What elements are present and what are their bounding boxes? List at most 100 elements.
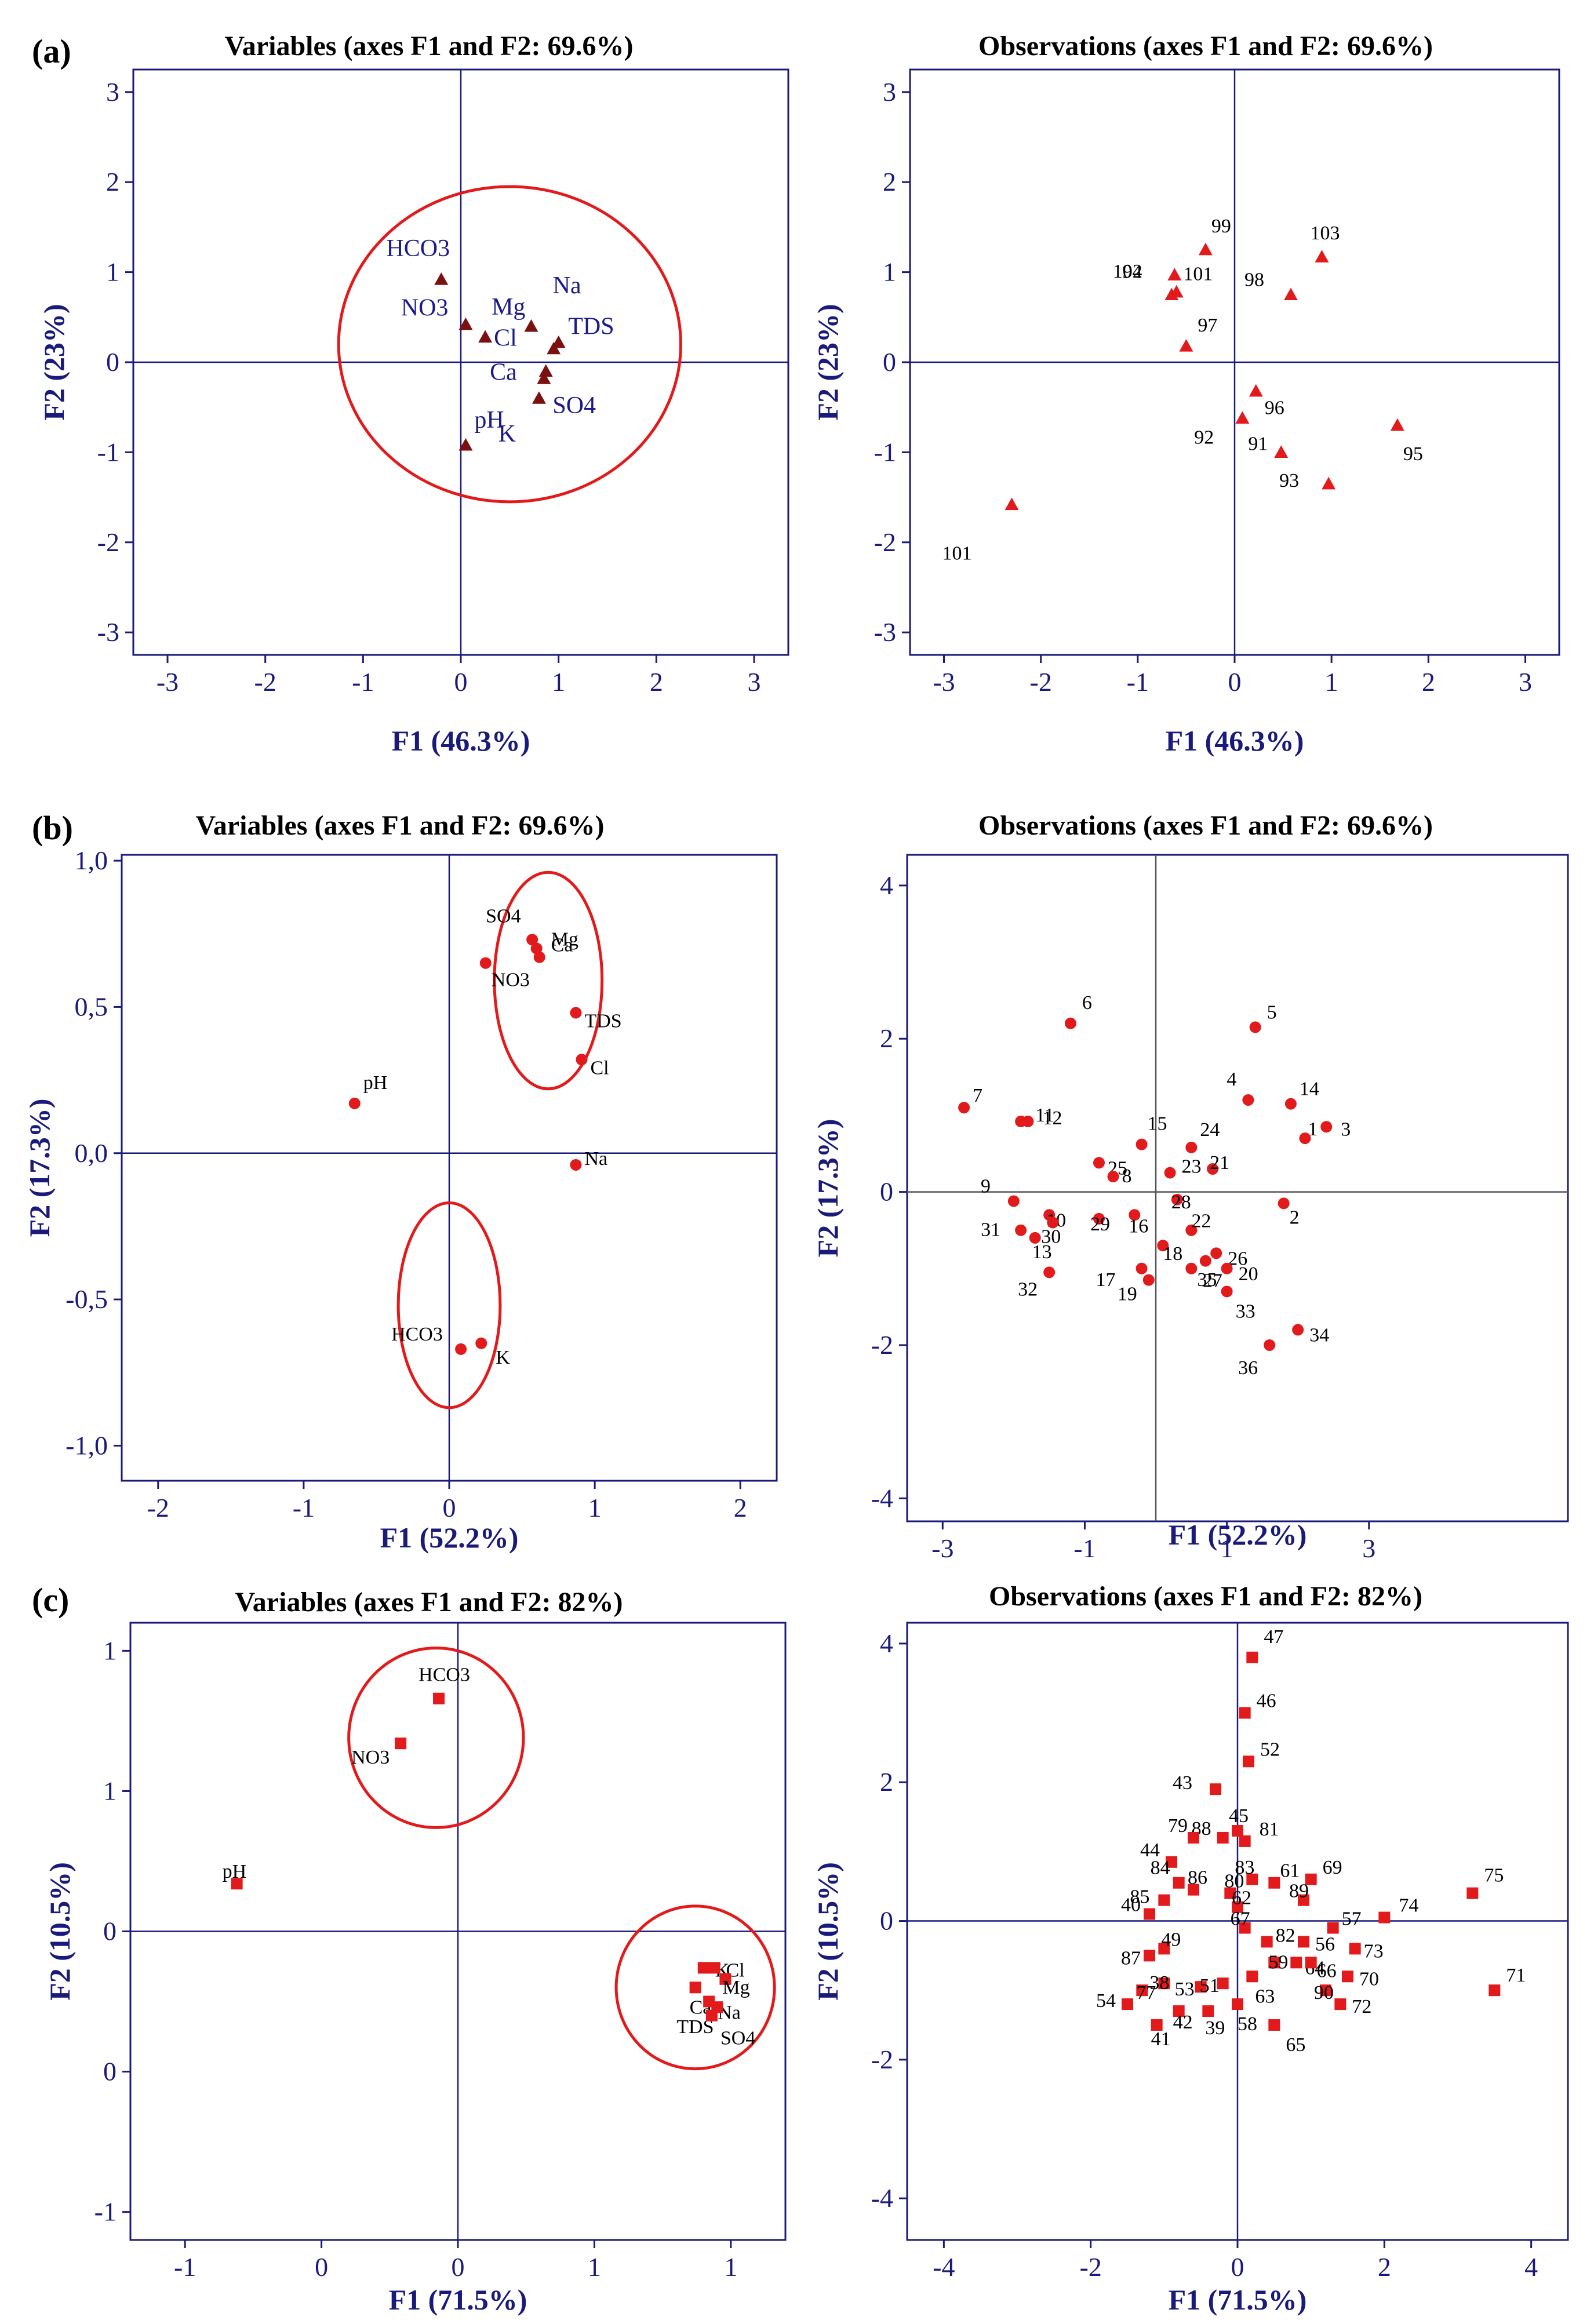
y-axis-title: F2 (10.5%)	[43, 1862, 76, 2001]
data-point	[1390, 418, 1404, 431]
point-label: pH	[474, 407, 504, 434]
point-label: 79	[1168, 1815, 1188, 1837]
data-point	[1246, 1873, 1258, 1885]
data-point	[570, 1007, 582, 1019]
data-point	[1136, 1984, 1148, 1997]
x-tick-label: -1	[293, 1493, 315, 1522]
point-label: Mg	[492, 294, 525, 320]
point-label: 86	[1188, 1867, 1207, 1889]
x-tick-label: 0	[1231, 2252, 1244, 2282]
data-point	[1158, 1977, 1170, 1990]
data-point	[1210, 1247, 1222, 1259]
data-point	[1188, 1831, 1199, 1844]
point-label: 21	[1210, 1152, 1229, 1174]
data-point	[1198, 242, 1213, 256]
y-tick-label: 2	[880, 1023, 893, 1053]
point-label: 54	[1096, 1990, 1116, 2012]
point-label: NO3	[351, 1747, 390, 1768]
point-label: 41	[1151, 2028, 1171, 2050]
data-point	[458, 317, 473, 330]
chart-a-obs: Observations (axes F1 and F2: 69.6%) -3 -2…	[811, 31, 1560, 757]
chart-a-var: Variables (axes F1 and F2: 69.6%) -3 -2 -1 0…	[38, 31, 789, 757]
y-tick-label: 2	[880, 1767, 893, 1797]
point-label: 67	[1231, 1908, 1250, 1930]
data-point	[479, 957, 492, 969]
data-point	[537, 371, 551, 384]
point-label: 28	[1171, 1192, 1191, 1213]
x-axis-title: F1 (46.3%)	[1166, 724, 1304, 757]
data-point	[533, 951, 545, 963]
point-label: 3	[1341, 1119, 1351, 1140]
point-label: SO4	[720, 2028, 755, 2049]
data-point	[1239, 1707, 1251, 1719]
group-circle	[493, 870, 604, 1091]
data-point	[1158, 1943, 1170, 1955]
x-tick-label: 1	[724, 2252, 737, 2282]
y-tick-label: 1	[106, 257, 119, 287]
data-point	[1264, 1339, 1276, 1351]
point-label: Na	[553, 272, 581, 299]
data-point	[1221, 1285, 1233, 1298]
point-label: 40	[1121, 1895, 1141, 1916]
data-point	[1284, 1098, 1297, 1110]
data-point	[1047, 1216, 1059, 1229]
y-axis-title: F2 (23%)	[811, 304, 844, 420]
point-label: K	[498, 421, 516, 447]
y-tick-label: 0	[106, 347, 119, 377]
data-point	[1129, 1209, 1141, 1221]
x-axis-title: F1 (52.2%)	[1169, 1518, 1307, 1551]
y-tick-label: 0	[103, 2057, 117, 2086]
point-label: 77	[1136, 1982, 1156, 2004]
y-tick-label: -3	[874, 617, 896, 647]
x-tick-label: 1	[1325, 667, 1338, 697]
data-point	[705, 2009, 718, 2021]
point-label: 18	[1163, 1243, 1182, 1265]
data-point	[1093, 1212, 1105, 1225]
y-tick-label: 0,0	[75, 1138, 108, 1168]
data-point	[1235, 411, 1250, 424]
point-label: 59	[1268, 1951, 1288, 1973]
data-point	[458, 438, 473, 451]
point-label: Ca	[551, 934, 573, 956]
x-tick-label: 0	[315, 2252, 328, 2282]
point-label: SO4	[486, 905, 521, 927]
point-label: 29	[1090, 1214, 1110, 1235]
data-point	[1064, 1017, 1076, 1029]
point-label: 85	[1130, 1886, 1149, 1908]
x-tick-label: 1	[552, 667, 565, 697]
point-label: 72	[1352, 1996, 1371, 2017]
data-point	[1015, 1224, 1027, 1236]
point-label: Na	[584, 1148, 607, 1170]
y-tick-label: -2	[871, 2045, 893, 2074]
x-tick-label: 2	[1378, 2252, 1391, 2282]
data-point	[530, 942, 543, 955]
data-point	[1173, 2005, 1185, 2017]
point-label: 7	[973, 1085, 982, 1106]
point-label: Cl	[494, 325, 517, 351]
data-point	[1136, 1262, 1148, 1274]
point-label: 81	[1260, 1819, 1279, 1840]
y-tick-label: 1,0	[75, 846, 108, 875]
data-point	[697, 1962, 709, 1974]
data-point	[1243, 1755, 1254, 1768]
point-label: 66	[1317, 1960, 1337, 1981]
y-tick-label: -0,5	[65, 1284, 108, 1314]
point-label: 11	[1035, 1105, 1054, 1126]
panel-label-c: (c)	[32, 1581, 69, 1619]
data-point	[1378, 1911, 1391, 1924]
point-label: 27	[1203, 1270, 1222, 1292]
point-label: 42	[1173, 2012, 1193, 2033]
data-point	[708, 1962, 720, 1974]
data-point	[1164, 287, 1179, 301]
chart-title: Observations (axes F1 and F2: 82%)	[989, 1581, 1422, 1612]
point-label: Ca	[490, 359, 517, 386]
x-axis-title: F1 (71.5%)	[389, 2283, 527, 2316]
point-label: 46	[1257, 1691, 1276, 1712]
x-tick-label: -2	[254, 667, 276, 697]
point-label: 20	[1239, 1263, 1258, 1285]
point-label: Mg	[722, 1977, 749, 1998]
point-label: 45	[1229, 1805, 1249, 1827]
data-point	[1305, 1957, 1317, 1969]
data-point	[1261, 1936, 1273, 1948]
